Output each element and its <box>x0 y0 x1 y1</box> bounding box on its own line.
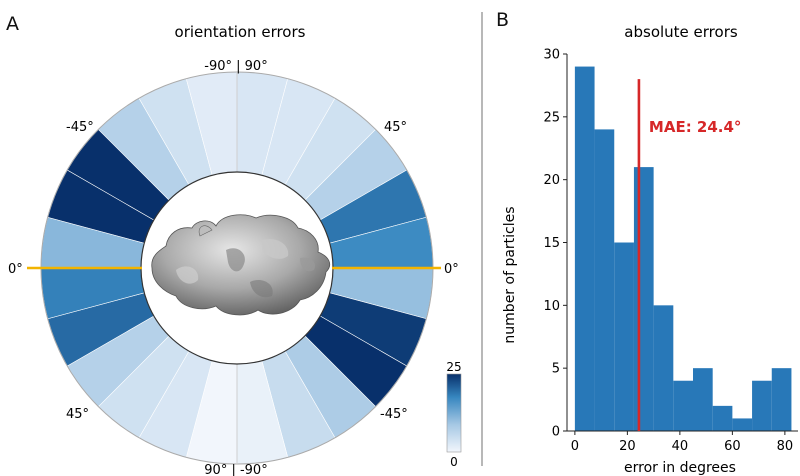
histogram-bar <box>752 380 772 431</box>
histogram-bar <box>673 380 693 431</box>
histogram-y-label: number of particles <box>502 206 518 343</box>
angle-label-top: -90° | 90° <box>204 59 267 74</box>
histogram-x-label: error in degrees <box>624 460 736 476</box>
polar-chart: orientation errors <box>8 23 462 476</box>
y-tick-label: 10 <box>543 299 560 314</box>
mae-annotation: MAE: 24.4° <box>649 118 742 136</box>
y-tick-label: 30 <box>543 48 560 63</box>
panel-label-a: A <box>6 13 19 35</box>
histogram-y-ticks: 0 5 10 15 20 25 30 <box>543 48 567 440</box>
angle-label-left: 0° <box>8 262 23 277</box>
angle-label-lower-left: 45° <box>66 407 89 422</box>
x-tick-label: 40 <box>672 439 689 454</box>
histogram-x-ticks: 0 20 40 60 80 <box>571 431 793 454</box>
x-tick-label: 60 <box>724 439 741 454</box>
angle-label-upper-left: -45° <box>66 120 94 135</box>
histogram-title: absolute errors <box>624 23 738 41</box>
y-tick-label: 15 <box>543 236 560 251</box>
polar-sectors <box>40 71 434 465</box>
y-tick-label: 0 <box>552 425 560 440</box>
panel-label-b: B <box>496 9 509 31</box>
colorbar-max-label: 25 <box>446 360 461 374</box>
x-tick-label: 20 <box>619 439 636 454</box>
colorbar <box>446 373 462 453</box>
histogram-bar <box>732 418 753 431</box>
x-tick-label: 80 <box>777 439 794 454</box>
y-tick-label: 20 <box>543 173 560 188</box>
molecule-image <box>151 214 331 316</box>
histogram-bars <box>574 66 792 432</box>
histogram-bar <box>633 167 654 431</box>
histogram-bar <box>712 405 733 431</box>
x-tick-label: 0 <box>571 439 579 454</box>
histogram-bar <box>653 305 674 431</box>
polar-title: orientation errors <box>175 23 306 41</box>
histogram-bar <box>771 368 792 431</box>
histogram-chart: absolute errors 0 5 10 15 20 25 30 0 20 40 60 80 M… <box>502 23 798 476</box>
histogram-bar <box>574 66 595 432</box>
colorbar-min-label: 0 <box>450 455 458 469</box>
histogram-bar <box>614 242 634 431</box>
histogram-bar <box>594 129 615 431</box>
angle-label-lower-right: -45° <box>380 407 408 422</box>
angle-label-bottom: 90° | -90° <box>204 463 267 476</box>
angle-label-right: 0° <box>444 262 459 277</box>
angle-label-upper-right: 45° <box>384 120 407 135</box>
y-tick-label: 5 <box>552 362 560 377</box>
histogram-bar <box>693 368 713 431</box>
y-tick-label: 25 <box>543 110 560 125</box>
